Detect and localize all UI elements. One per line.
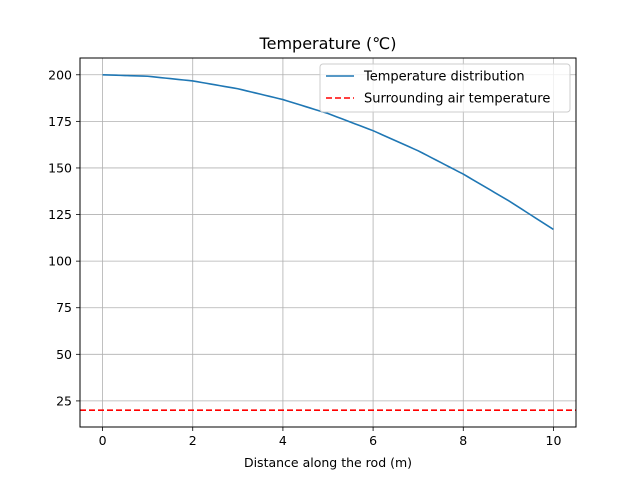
y-tick-label: 200 — [48, 67, 72, 82]
y-tick-label: 125 — [48, 207, 72, 222]
x-tick-label: 2 — [189, 433, 197, 448]
legend: Temperature distribution Surrounding air… — [319, 63, 571, 113]
x-axis-label: Distance along the rod (m) — [244, 455, 412, 470]
y-tick-label: 150 — [48, 160, 72, 175]
y-tick-label: 50 — [56, 347, 72, 362]
y-tick-label: 75 — [56, 300, 72, 315]
x-tick-label: 8 — [459, 433, 467, 448]
legend-box — [319, 63, 571, 113]
x-tick-label: 0 — [99, 433, 107, 448]
x-tick-label: 4 — [279, 433, 287, 448]
chart-title: Temperature (℃) — [259, 34, 397, 53]
x-tick-label: 10 — [546, 433, 562, 448]
legend-entry-surrounding-air-temperature: Surrounding air temperature — [364, 92, 550, 107]
series-layer — [80, 73, 576, 412]
x-tick-label: 6 — [369, 433, 377, 448]
plot-frame — [79, 57, 577, 428]
tick-layer: 0 2 4 6 8 10 25 50 75 100 125 150 175 200 — [48, 67, 561, 448]
y-tick-label: 175 — [48, 114, 72, 129]
y-tick-label: 25 — [56, 393, 72, 408]
y-tick-label: 100 — [48, 254, 72, 269]
legend-entry-temperature-distribution: Temperature distribution — [363, 70, 525, 85]
series-line-temperature-distribution — [102, 73, 554, 231]
